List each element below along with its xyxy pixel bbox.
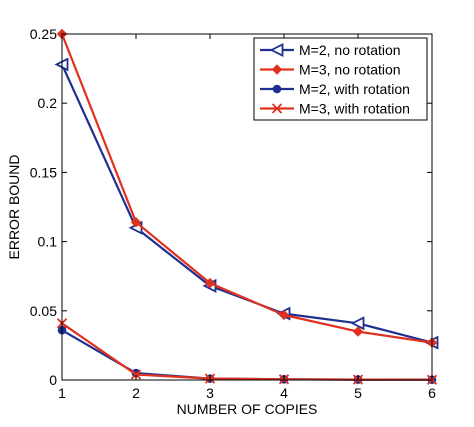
legend-label: M=3, with rotation xyxy=(299,101,410,117)
x-tick-label: 5 xyxy=(354,385,362,401)
legend-swatch-marker xyxy=(272,84,282,94)
legend-swatch-marker xyxy=(271,64,283,75)
legend-item: M=3, with rotation xyxy=(260,101,410,117)
x-tick-label: 2 xyxy=(132,385,140,401)
series-2-point xyxy=(352,326,364,337)
series-2 xyxy=(56,28,438,348)
x-axis-label: NUMBER OF COPIES xyxy=(177,401,318,417)
legend-swatch-marker xyxy=(271,103,283,114)
legend-label: M=2, no rotation xyxy=(299,42,401,58)
x-tick-label: 4 xyxy=(280,385,288,401)
x-tick-label: 1 xyxy=(58,385,66,401)
legend-label: M=2, with rotation xyxy=(299,81,410,97)
legend-item: M=3, no rotation xyxy=(260,62,401,78)
x-tick-label: 3 xyxy=(206,385,214,401)
plot-frame xyxy=(61,33,433,381)
series-2-line xyxy=(60,33,433,344)
series-2-point xyxy=(204,277,216,289)
y-tick-label: 0 xyxy=(49,372,57,388)
legend: M=2, no rotation M=3, no rotation M=2, wit… xyxy=(253,37,428,121)
series-4-point xyxy=(130,369,142,380)
series-1-point xyxy=(350,316,365,331)
y-tick-label: 0.15 xyxy=(30,164,57,180)
y-axis-label: ERROR BOUND xyxy=(6,154,22,259)
series-2-point xyxy=(278,309,290,321)
x-tick-label: 6 xyxy=(428,385,436,401)
legend-label: M=3, no rotation xyxy=(299,62,401,78)
y-tick-label: 0.2 xyxy=(38,95,58,111)
y-tick-label: 0.25 xyxy=(30,26,57,42)
legend-item: M=2, with rotation xyxy=(260,81,410,97)
axes: 1 2 3 4 5 6 0 0.05 0.1 0.15 0.2 0.25 NUMBER OF COPIE… xyxy=(6,26,436,417)
legend-swatch-marker xyxy=(269,43,284,57)
y-tick-label: 0.05 xyxy=(30,303,57,319)
y-tick-label: 0.1 xyxy=(38,234,58,250)
series-2-point xyxy=(130,217,142,228)
legend-item: M=2, no rotation xyxy=(260,42,401,58)
